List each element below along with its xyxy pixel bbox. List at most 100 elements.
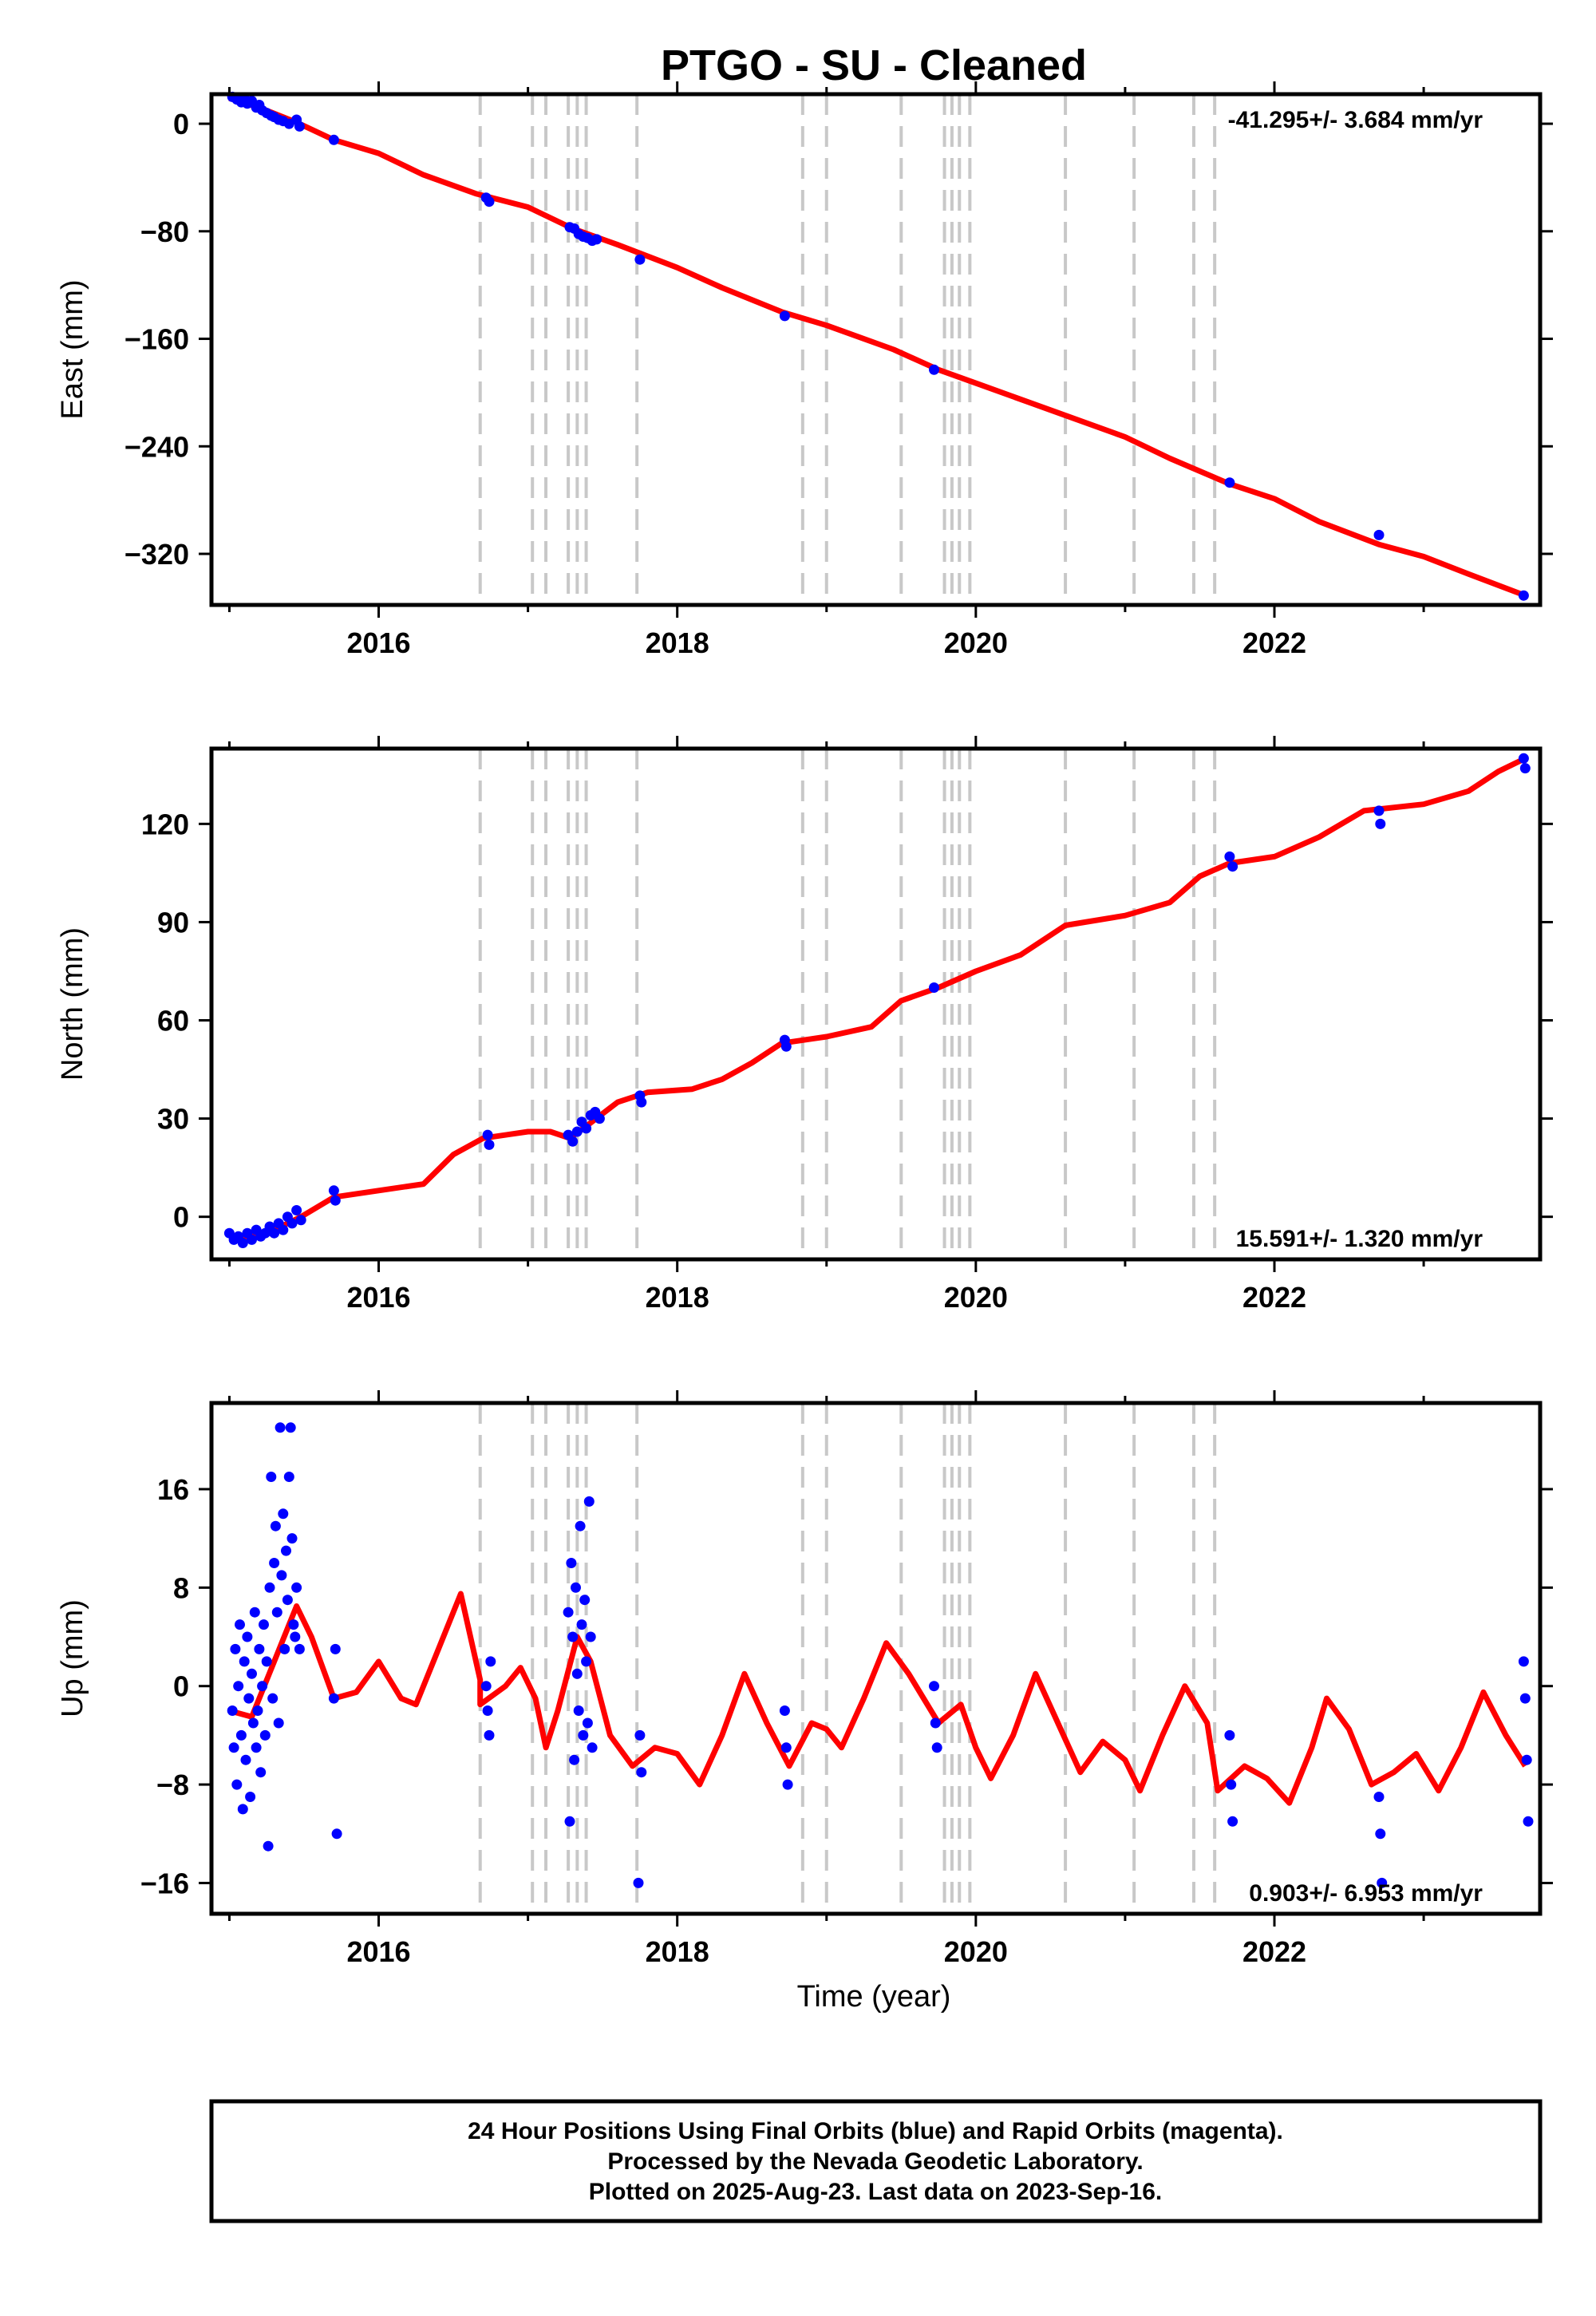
data-point: [1519, 1693, 1531, 1704]
data-point: [779, 310, 790, 322]
y-tick-label: 8: [173, 1571, 189, 1604]
y-tick-label: 90: [157, 906, 189, 939]
data-point: [1519, 763, 1531, 774]
y-tick-label: −16: [140, 1867, 189, 1899]
data-point: [230, 1643, 241, 1654]
data-point: [235, 1619, 245, 1630]
data-point: [266, 1472, 277, 1482]
x-tick-label: 2022: [1242, 1935, 1306, 1968]
figure-title: PTGO - SU - Cleaned: [661, 41, 1087, 89]
footnote-line: Processed by the Nevada Geodetic Laborat…: [607, 2148, 1143, 2175]
north-y-tick-labels: 0 30 60 90 120: [141, 808, 189, 1233]
data-point: [1375, 818, 1386, 829]
data-point: [247, 1717, 259, 1729]
data-point: [484, 196, 495, 207]
data-point: [636, 1767, 647, 1778]
data-point: [581, 1656, 592, 1667]
data-point: [227, 1705, 238, 1716]
data-point: [239, 1656, 250, 1667]
data-point: [254, 1643, 265, 1654]
data-point: [929, 1681, 939, 1692]
y-tick-label: 60: [157, 1005, 189, 1037]
data-point: [330, 1195, 341, 1206]
data-point: [269, 1227, 280, 1239]
data-point: [594, 1113, 605, 1124]
data-point: [581, 1123, 592, 1134]
tick-marks: [199, 1390, 1553, 1927]
north-x-tick-labels: 2016 2018 2020 2022: [346, 1281, 1306, 1314]
x-tick-label: 2018: [646, 1935, 709, 1968]
data-point: [278, 1508, 289, 1520]
up-rate-label: 0.903+/- 6.953 mm/yr: [1249, 1880, 1483, 1907]
data-point: [328, 1693, 339, 1704]
x-tick-label: 2016: [346, 1281, 410, 1314]
up-panel: 16 8 0 −8 −16 2016 2018 2020 2022 Up (mm) 0.903…: [56, 1390, 1553, 1968]
data-point: [484, 1729, 495, 1741]
y-tick-label: 120: [141, 808, 189, 840]
x-tick-label: 2018: [646, 626, 709, 659]
data-point: [930, 1717, 941, 1729]
data-point: [563, 1607, 574, 1618]
data-point: [328, 1185, 339, 1196]
x-tick-label: 2018: [646, 1281, 709, 1314]
data-point: [1518, 753, 1529, 764]
y-tick-label: 30: [157, 1103, 189, 1136]
data-point: [587, 1742, 598, 1753]
data-point: [1377, 1877, 1388, 1888]
tick-marks: [199, 736, 1553, 1272]
data-point: [573, 1705, 584, 1716]
data-point: [567, 1631, 579, 1642]
footnote-box: 24 Hour Positions Using Final Orbits (bl…: [209, 2099, 1543, 2223]
step-lines: [478, 1403, 1217, 1914]
up-y-axis-label: Up (mm): [56, 1599, 89, 1717]
up-x-tick-labels: 2016 2018 2020 2022: [346, 1935, 1306, 1968]
east-x-tick-labels: 2016 2018 2020 2022: [346, 626, 1306, 659]
y-tick-label: −160: [124, 323, 189, 356]
data-point: [634, 254, 646, 265]
data-point: [247, 1668, 257, 1679]
data-point: [480, 1681, 492, 1692]
footnote-line: Plotted on 2025-Aug-23. Last data on 202…: [589, 2179, 1163, 2205]
x-tick-label: 2022: [1242, 1281, 1306, 1314]
data-point: [251, 1742, 262, 1753]
data-point: [264, 1582, 275, 1593]
up-plot-frame: [209, 1401, 1543, 1916]
y-tick-label: 0: [173, 108, 189, 140]
data-point: [583, 1496, 595, 1507]
data-point: [585, 1631, 596, 1642]
data-point: [634, 1729, 646, 1741]
step-lines: [478, 749, 1217, 1259]
data-point: [575, 1520, 586, 1531]
data-point: [1373, 529, 1385, 540]
data-point: [1518, 1656, 1529, 1667]
data-point: [331, 1828, 342, 1840]
data-point: [579, 1595, 591, 1606]
x-tick-label: 2016: [346, 1935, 410, 1968]
data-point: [782, 1779, 793, 1790]
east-y-tick-labels: 0 −80 −160 −240 −320: [124, 108, 189, 571]
north-data-points: [223, 753, 1531, 1248]
x-tick-label: 2020: [944, 626, 1008, 659]
north-plot-frame: [209, 746, 1543, 1262]
data-point: [780, 1742, 792, 1753]
data-point: [273, 1717, 284, 1729]
data-point: [1375, 1828, 1386, 1840]
data-point: [243, 1693, 255, 1704]
data-point: [269, 1558, 280, 1568]
data-point: [281, 1545, 291, 1556]
data-point: [252, 1705, 263, 1716]
tick-marks: [199, 81, 1553, 618]
north-panel: 0 30 60 90 120 2016 2018 2020 2022 North (mm) 1…: [56, 736, 1553, 1314]
data-point: [261, 1656, 272, 1667]
data-point: [283, 1472, 294, 1482]
data-point: [295, 1215, 306, 1226]
data-point: [569, 1754, 580, 1765]
data-point: [1227, 1816, 1238, 1827]
data-point: [286, 1218, 298, 1229]
east-plot-frame: [209, 92, 1543, 607]
data-point: [1373, 805, 1385, 816]
data-point: [591, 234, 602, 245]
data-point: [1224, 1729, 1235, 1741]
data-point: [270, 1520, 281, 1531]
data-point: [267, 1693, 279, 1704]
